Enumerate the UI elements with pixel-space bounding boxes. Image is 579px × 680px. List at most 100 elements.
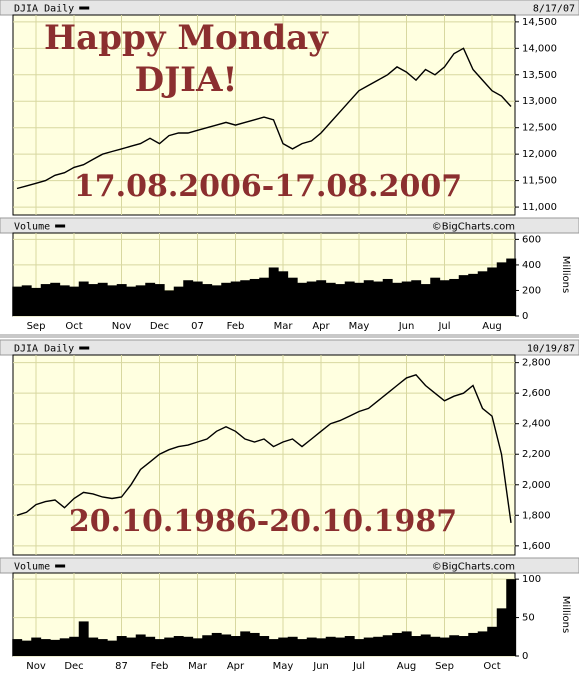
source: ©BigCharts.com xyxy=(432,222,515,233)
annotation: Happy Monday xyxy=(44,18,329,58)
volume-bar xyxy=(458,275,469,316)
y-tick-label: 12,000 xyxy=(522,149,557,160)
volume-bar xyxy=(496,262,507,316)
volume-bar xyxy=(278,271,289,316)
volume-bar xyxy=(506,258,517,316)
volume-bar xyxy=(59,285,70,316)
volume-bar xyxy=(297,639,308,656)
x-tick-label: Sep xyxy=(435,661,454,672)
price-line xyxy=(16,373,512,523)
y-tick-label: 11,500 xyxy=(522,176,557,187)
volume-bar xyxy=(373,636,384,656)
volume-bar xyxy=(107,640,118,656)
volume-bar xyxy=(135,285,146,316)
x-tick-label: Jun xyxy=(312,661,329,672)
panel-date: 8/17/07 xyxy=(533,4,575,15)
legend-swatch xyxy=(55,224,66,228)
volume-bar xyxy=(411,280,422,316)
volume-bar xyxy=(116,636,127,656)
volume-bar xyxy=(420,284,431,316)
volume-bar xyxy=(97,639,108,656)
volume-bar xyxy=(240,631,251,656)
volume-bar xyxy=(12,639,23,656)
price-line xyxy=(16,47,512,190)
y-tick-label: 2,200 xyxy=(522,449,551,460)
y-tick-label: 11,000 xyxy=(522,202,557,213)
x-tick-label: Oct xyxy=(483,661,500,672)
volume-bar xyxy=(259,636,270,656)
volume-bar xyxy=(126,637,137,656)
x-tick-label: 07 xyxy=(191,321,204,332)
volume-bar xyxy=(268,267,279,316)
plot-area xyxy=(12,354,516,556)
volume-bar xyxy=(249,278,260,316)
y-tick-label: 0 xyxy=(522,651,528,662)
annotation: 17.08.2006-17.08.2007 xyxy=(74,169,462,204)
x-tick-label: Dec xyxy=(64,661,83,672)
volume-bar xyxy=(354,639,365,656)
y-tick-label: 2,600 xyxy=(522,388,551,399)
volume-bar xyxy=(325,282,336,316)
y-tick-label: 1,800 xyxy=(522,510,551,521)
volume-bar xyxy=(40,639,51,656)
volume-bar xyxy=(78,621,89,656)
volume-bar xyxy=(344,636,355,656)
x-tick-label: Feb xyxy=(227,321,245,332)
volume-bar xyxy=(439,637,450,656)
legend-swatch xyxy=(79,346,90,350)
y-tick-label: 2,400 xyxy=(522,419,551,430)
y-tick-label: 0 xyxy=(522,311,528,322)
volume-bar xyxy=(126,286,137,316)
x-tick-label: Sep xyxy=(27,321,46,332)
source: ©BigCharts.com xyxy=(432,562,515,573)
volume-bar xyxy=(335,637,346,656)
volume-bar xyxy=(154,284,165,316)
volume-bar xyxy=(458,636,469,656)
volume-bar xyxy=(306,281,317,316)
volume-bar xyxy=(496,608,507,656)
volume-bar xyxy=(88,637,99,656)
volume-bar xyxy=(430,636,441,656)
y-tick-label: 200 xyxy=(522,285,541,296)
volume-bar xyxy=(21,640,32,656)
volume-bar xyxy=(373,281,384,316)
volume-bar xyxy=(392,632,403,656)
volume-bar xyxy=(506,579,517,656)
y-axis-label: Millions xyxy=(560,256,571,293)
volume-bar xyxy=(316,638,327,656)
y-tick-label: 100 xyxy=(522,574,541,585)
volume-bar xyxy=(430,277,441,316)
legend-swatch xyxy=(55,564,66,568)
volume-bar xyxy=(164,637,175,656)
volume-bar xyxy=(40,284,51,316)
volume-bar xyxy=(50,639,61,656)
volume-bar xyxy=(354,282,365,316)
volume-bar xyxy=(411,636,422,656)
volume-bar xyxy=(69,636,80,656)
y-tick-label: 12,500 xyxy=(522,123,557,134)
volume-bar xyxy=(211,632,222,656)
volume-bar xyxy=(468,273,479,316)
volume-bar xyxy=(268,639,279,656)
x-tick-label: Apr xyxy=(227,661,245,672)
volume-bar xyxy=(97,282,108,316)
y-tick-label: 14,500 xyxy=(522,17,557,28)
panel-title: Volume xyxy=(14,562,50,573)
panel-title: Volume xyxy=(14,222,50,233)
volume-bar xyxy=(240,280,251,316)
volume-bar xyxy=(477,271,488,316)
volume-bar xyxy=(173,286,184,316)
y-tick-label: 50 xyxy=(522,613,535,624)
volume-bar xyxy=(145,282,156,316)
volume-bar xyxy=(202,284,213,316)
volume-bar xyxy=(183,280,194,316)
panel-title: DJIA Daily xyxy=(14,4,74,15)
x-tick-label: Aug xyxy=(482,321,502,332)
y-tick-label: 400 xyxy=(522,260,541,271)
volume-bar xyxy=(173,636,184,656)
volume-bar xyxy=(401,281,412,316)
panel-title: DJIA Daily xyxy=(14,344,74,355)
volume-bar xyxy=(183,636,194,656)
x-tick-label: Feb xyxy=(151,661,169,672)
